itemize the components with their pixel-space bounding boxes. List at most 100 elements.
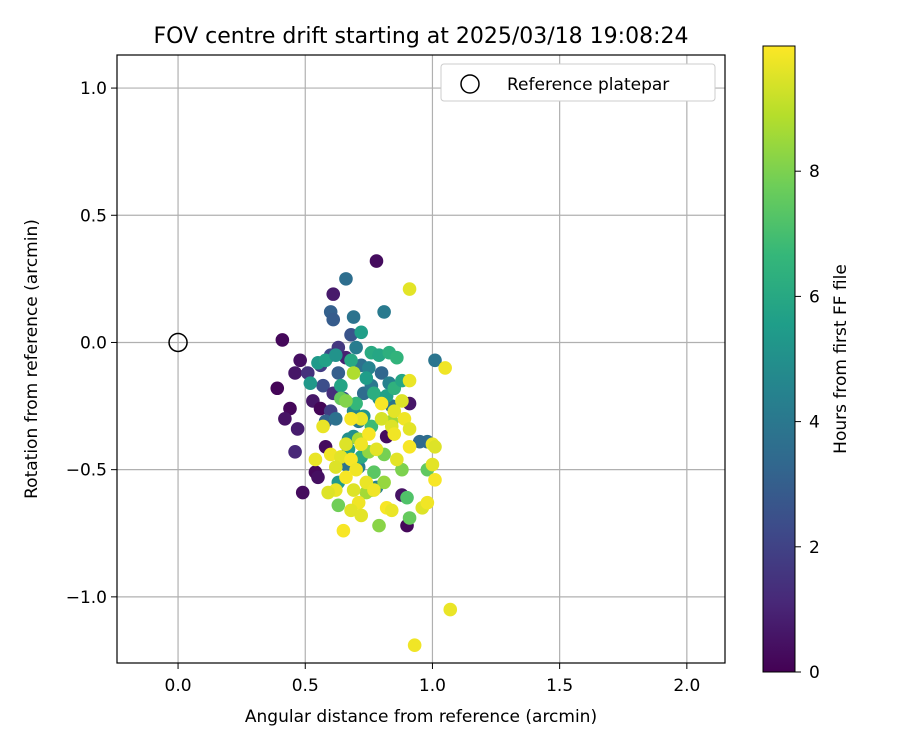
data-point bbox=[400, 490, 414, 505]
colorbar-tick-label: 4 bbox=[809, 413, 820, 433]
data-point bbox=[438, 361, 452, 375]
colorbar: 0 2 4 6 8 Hours from first FF file bbox=[762, 45, 851, 683]
data-point bbox=[293, 353, 307, 368]
y-tick-label: 0.0 bbox=[80, 333, 107, 353]
data-point bbox=[402, 373, 417, 388]
data-point bbox=[344, 411, 358, 426]
data-point bbox=[349, 340, 363, 355]
data-point bbox=[372, 518, 386, 533]
data-point bbox=[354, 508, 369, 523]
plot-background bbox=[117, 55, 725, 663]
data-point bbox=[328, 411, 343, 426]
legend: Reference platepar bbox=[440, 63, 716, 102]
data-point bbox=[316, 378, 330, 393]
data-point bbox=[402, 439, 417, 454]
data-point bbox=[369, 254, 384, 268]
y-tick-label: 0.5 bbox=[80, 206, 107, 226]
data-point bbox=[336, 523, 351, 538]
data-point bbox=[420, 495, 435, 510]
data-point bbox=[369, 442, 384, 457]
data-point bbox=[288, 366, 302, 380]
data-point bbox=[311, 470, 325, 485]
colorbar-tick-label: 6 bbox=[809, 287, 820, 307]
data-point bbox=[323, 447, 338, 462]
data-point bbox=[346, 366, 361, 380]
colorbar-bar bbox=[762, 45, 796, 673]
data-point bbox=[290, 422, 305, 436]
data-point bbox=[275, 333, 290, 347]
data-point bbox=[397, 411, 412, 426]
data-point bbox=[372, 348, 386, 362]
y-tick-label: 1.0 bbox=[80, 79, 107, 99]
data-point bbox=[377, 305, 391, 319]
data-point bbox=[344, 452, 358, 467]
data-point bbox=[402, 511, 417, 525]
data-point bbox=[377, 475, 391, 490]
data-points bbox=[270, 254, 458, 652]
data-point bbox=[402, 422, 417, 436]
data-point bbox=[374, 396, 389, 411]
data-point bbox=[326, 312, 341, 327]
data-point bbox=[390, 452, 404, 467]
data-point bbox=[443, 602, 458, 617]
x-axis-label: Angular distance from reference (arcmin) bbox=[245, 707, 597, 727]
x-tick-label: 0.5 bbox=[292, 676, 319, 696]
data-point bbox=[344, 503, 358, 518]
data-point bbox=[339, 470, 353, 485]
data-point bbox=[428, 353, 442, 368]
data-point bbox=[346, 310, 361, 324]
data-point bbox=[283, 401, 297, 416]
data-point bbox=[359, 371, 374, 385]
y-tick-label: −0.5 bbox=[66, 461, 107, 481]
data-point bbox=[374, 411, 389, 426]
data-point bbox=[367, 386, 381, 401]
chart-title: FOV centre drift starting at 2025/03/18 … bbox=[154, 24, 689, 49]
legend-box bbox=[440, 63, 716, 102]
data-point bbox=[354, 437, 369, 452]
data-point bbox=[346, 483, 361, 497]
data-point bbox=[288, 445, 302, 459]
data-point bbox=[308, 452, 323, 467]
data-point bbox=[395, 462, 409, 477]
data-point bbox=[354, 411, 369, 426]
data-point bbox=[367, 483, 381, 497]
data-point bbox=[313, 401, 328, 416]
plot-frame bbox=[116, 54, 726, 664]
colorbar-tick-label: 0 bbox=[809, 663, 820, 683]
legend-open-circle-marker bbox=[460, 74, 480, 94]
data-point bbox=[303, 376, 318, 390]
x-axis-ticks: 0.0 0.5 1.0 1.5 2.0 bbox=[165, 663, 700, 696]
data-point bbox=[318, 353, 333, 368]
data-point bbox=[425, 457, 440, 472]
colorbar-tick-label: 8 bbox=[809, 162, 820, 182]
data-point bbox=[326, 287, 341, 301]
data-point bbox=[334, 450, 348, 464]
data-point bbox=[428, 439, 442, 454]
data-point bbox=[395, 394, 409, 408]
data-point bbox=[339, 272, 353, 286]
data-point bbox=[278, 411, 292, 426]
legend-entry-label: Reference platepar bbox=[507, 75, 669, 95]
colorbar-tick-label: 2 bbox=[809, 538, 820, 558]
data-point bbox=[270, 381, 285, 396]
data-point bbox=[316, 419, 330, 434]
data-point bbox=[390, 350, 404, 365]
data-point bbox=[328, 348, 343, 362]
data-point bbox=[321, 485, 335, 500]
data-point bbox=[331, 498, 346, 513]
data-point bbox=[374, 366, 389, 380]
data-point bbox=[328, 460, 343, 474]
data-point bbox=[349, 396, 363, 411]
data-point bbox=[387, 404, 402, 418]
reference-platepar-marker bbox=[168, 332, 188, 353]
data-point bbox=[428, 473, 442, 487]
data-point bbox=[412, 434, 427, 449]
data-point bbox=[344, 328, 358, 342]
y-axis-label: Rotation from reference (arcmin) bbox=[22, 219, 42, 499]
data-point bbox=[362, 361, 376, 375]
data-point bbox=[339, 394, 353, 408]
x-tick-label: 1.0 bbox=[419, 676, 446, 696]
data-point bbox=[384, 503, 399, 518]
data-point bbox=[344, 353, 358, 368]
